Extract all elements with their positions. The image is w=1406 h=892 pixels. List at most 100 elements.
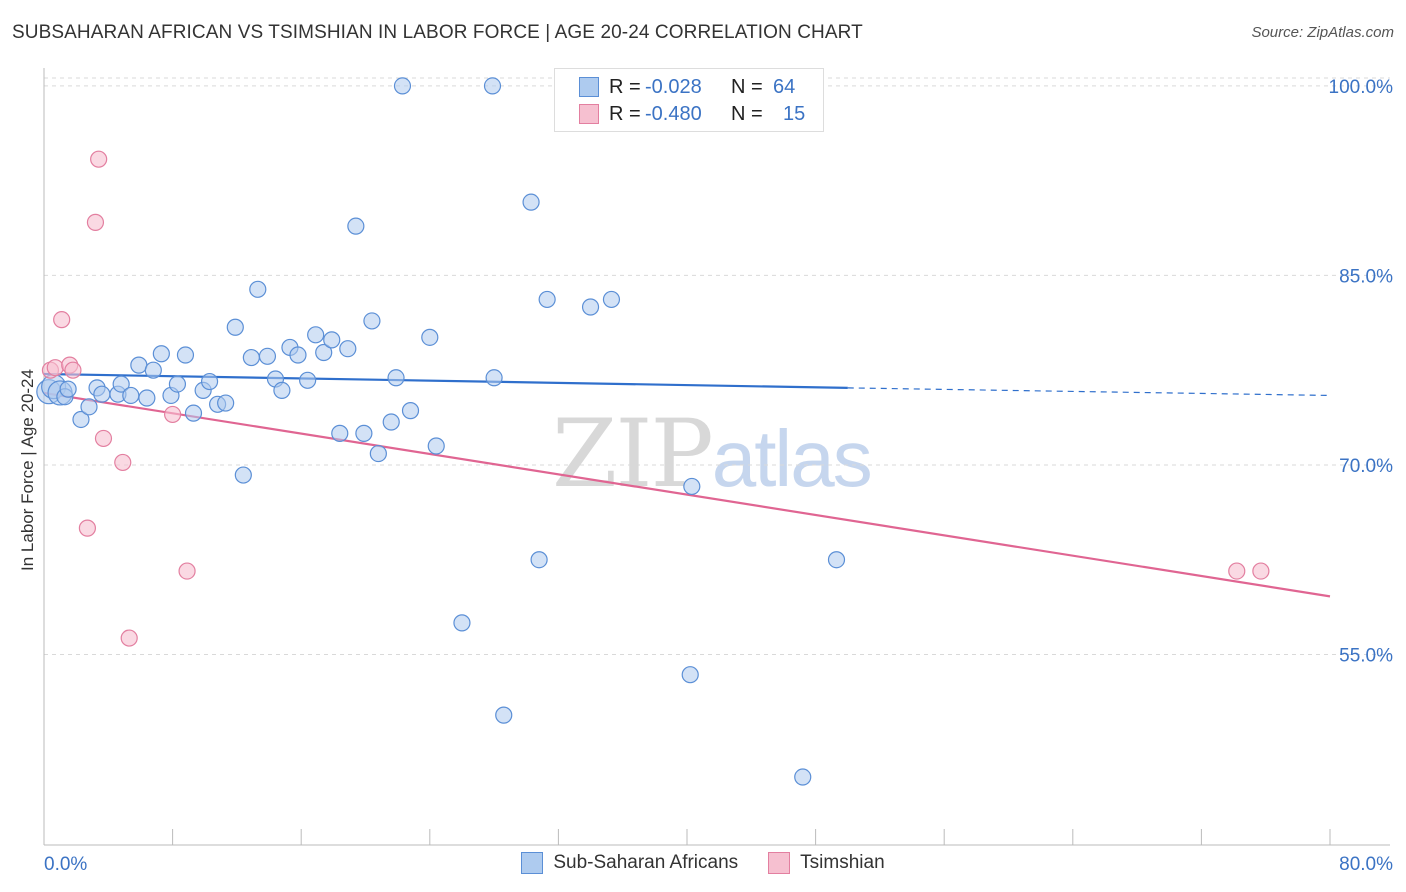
r-label: R = [609,75,641,98]
point-sub-saharan [226,318,244,336]
point-sub-saharan [273,381,291,400]
point-tsimshian [53,311,71,329]
point-sub-saharan [681,666,699,684]
point-sub-saharan [401,402,420,420]
pink-swatch [579,104,599,124]
point-sub-saharan [315,343,333,362]
axes [43,68,1390,846]
point-sub-saharan [93,385,111,403]
point-sub-saharan [331,424,349,442]
point-tsimshian [78,519,97,537]
pink-swatch [768,852,791,874]
data-points [36,77,1270,786]
point-sub-saharan [200,372,219,391]
y-tick-label: 100.0% [1329,77,1394,98]
point-tsimshian [1252,562,1270,580]
n-label: N = [731,102,763,125]
n-label: N = [731,75,763,98]
y-tick-label: 55.0% [1339,645,1393,666]
point-sub-saharan [483,77,502,95]
point-sub-saharan [453,614,471,632]
legend-label-tsimshian: Tsimshian [800,852,885,873]
point-tsimshian [90,150,108,168]
r-value: -0.028 [645,75,702,98]
y-tick-label: 85.0% [1339,266,1393,287]
point-sub-saharan [80,398,98,416]
stats-row-tsimshian: R = -0.480 N = 15 [579,101,805,127]
point-tsimshian [94,429,113,448]
point-sub-saharan [217,394,235,412]
point-sub-saharan [427,437,445,455]
point-tsimshian [46,359,64,377]
legend-item-sub-saharan[interactable]: Sub-Saharan Africans [521,852,738,874]
point-sub-saharan [421,328,439,346]
n-value: 64 [773,75,796,98]
point-sub-saharan [242,348,260,367]
point-tsimshian [86,213,105,231]
point-tsimshian [64,361,82,379]
stats-legend: R = -0.028 N = 64 R = -0.480 N = 15 [554,68,824,132]
point-tsimshian [1228,562,1246,580]
point-sub-saharan [363,312,381,330]
point-sub-saharan [249,280,267,298]
series-legend: Sub-Saharan Africans Tsimshian [0,852,1406,874]
x-tick-label: 80.0% [1339,854,1393,875]
blue-swatch [579,77,599,97]
point-sub-saharan [144,361,162,379]
point-tsimshian [164,405,182,424]
trend-line-sub-saharan-extension [847,387,1331,397]
point-sub-saharan [258,347,277,365]
point-sub-saharan [130,356,148,374]
point-sub-saharan [72,410,90,429]
point-sub-saharan [382,413,400,431]
point-sub-saharan [794,768,812,786]
point-sub-saharan [289,346,307,364]
point-sub-saharan [602,290,621,309]
point-sub-saharan [827,551,846,569]
tick-labels: 55.0% 70.0% 85.0% 100.0% 0.0% 80.0% [44,77,1393,875]
point-sub-saharan [347,217,365,235]
point-sub-saharan [112,375,130,393]
point-sub-saharan [138,389,156,407]
point-sub-saharan [485,369,503,387]
point-sub-saharan [234,466,252,484]
r-value: -0.480 [645,102,702,125]
point-sub-saharan [495,706,513,724]
point-sub-saharan [184,404,203,422]
point-sub-saharan [299,371,317,389]
point-sub-saharan [393,77,412,95]
point-sub-saharan [530,551,548,569]
point-sub-saharan [387,369,405,387]
point-sub-saharan [581,298,600,316]
point-tsimshian [178,562,196,580]
point-sub-saharan [538,290,556,309]
point-sub-saharan [152,345,170,363]
point-sub-saharan [355,424,373,442]
point-sub-saharan [339,340,357,358]
point-tsimshian [120,629,138,647]
point-sub-saharan [323,331,341,349]
legend-label-sub-saharan: Sub-Saharan Africans [553,852,739,873]
point-sub-saharan [176,346,195,364]
legend-item-tsimshian[interactable]: Tsimshian [768,852,885,874]
y-tick-label: 70.0% [1339,456,1393,477]
point-sub-saharan [522,193,540,211]
watermark-atlas: atlas [711,414,873,503]
trend-line-sub-saharan [43,372,848,389]
point-sub-saharan [307,326,325,344]
point-tsimshian [114,453,132,472]
trend-line-tsimshian [43,391,1331,598]
point-sub-saharan [168,375,187,393]
r-label: R = [609,102,641,125]
n-value: 15 [783,102,806,125]
point-sub-saharan [369,444,387,463]
chart-title: SUBSAHARAN AFRICAN VS TSIMSHIAN IN LABOR… [12,22,863,43]
x-tick-label: 0.0% [44,854,87,875]
stats-row-sub-saharan: R = -0.028 N = 64 [579,74,795,100]
grid-lines [44,77,1390,655]
blue-swatch [521,852,544,874]
source-label: Source: ZipAtlas.com [1251,24,1394,41]
point-sub-saharan [59,380,77,398]
point-sub-saharan [122,386,140,405]
